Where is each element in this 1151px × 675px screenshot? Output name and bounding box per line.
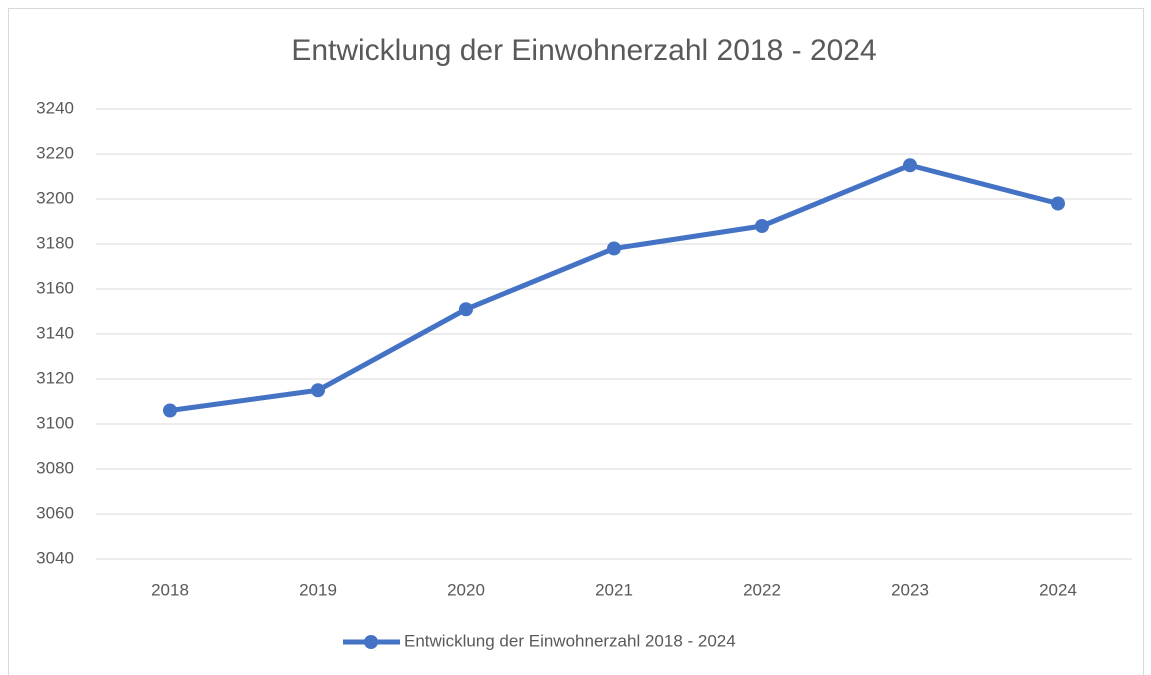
y-tick-label: 3160 <box>36 278 74 297</box>
legend-marker <box>364 635 378 649</box>
x-tick-label: 2019 <box>299 580 337 599</box>
y-tick-label: 3040 <box>36 548 74 567</box>
y-tick-label: 3220 <box>36 143 74 162</box>
chart-title: Entwicklung der Einwohnerzahl 2018 - 202… <box>291 34 876 67</box>
data-point <box>903 158 917 173</box>
data-point <box>607 241 621 256</box>
y-tick-label: 3200 <box>36 188 74 207</box>
y-tick-label: 3140 <box>36 323 74 342</box>
data-point <box>755 219 769 233</box>
y-tick-label: 3120 <box>36 368 74 387</box>
data-point <box>1051 196 1065 211</box>
y-tick-label: 3080 <box>36 458 74 477</box>
data-point <box>163 403 177 418</box>
y-tick-label: 3240 <box>36 98 74 117</box>
x-tick-label: 2018 <box>151 580 189 599</box>
x-tick-label: 2024 <box>1039 580 1077 599</box>
x-tick-label: 2021 <box>595 580 633 599</box>
legend-label: Entwicklung der Einwohnerzahl 2018 - 202… <box>404 631 736 650</box>
data-point <box>311 383 325 398</box>
y-tick-label: 3060 <box>36 503 74 522</box>
x-tick-label: 2022 <box>743 580 781 599</box>
y-tick-label: 3180 <box>36 233 74 252</box>
x-tick-label: 2023 <box>891 580 929 599</box>
chart-border <box>8 8 1144 675</box>
x-tick-label: 2020 <box>447 580 485 599</box>
data-point <box>459 302 473 317</box>
y-tick-label: 3100 <box>36 413 74 432</box>
